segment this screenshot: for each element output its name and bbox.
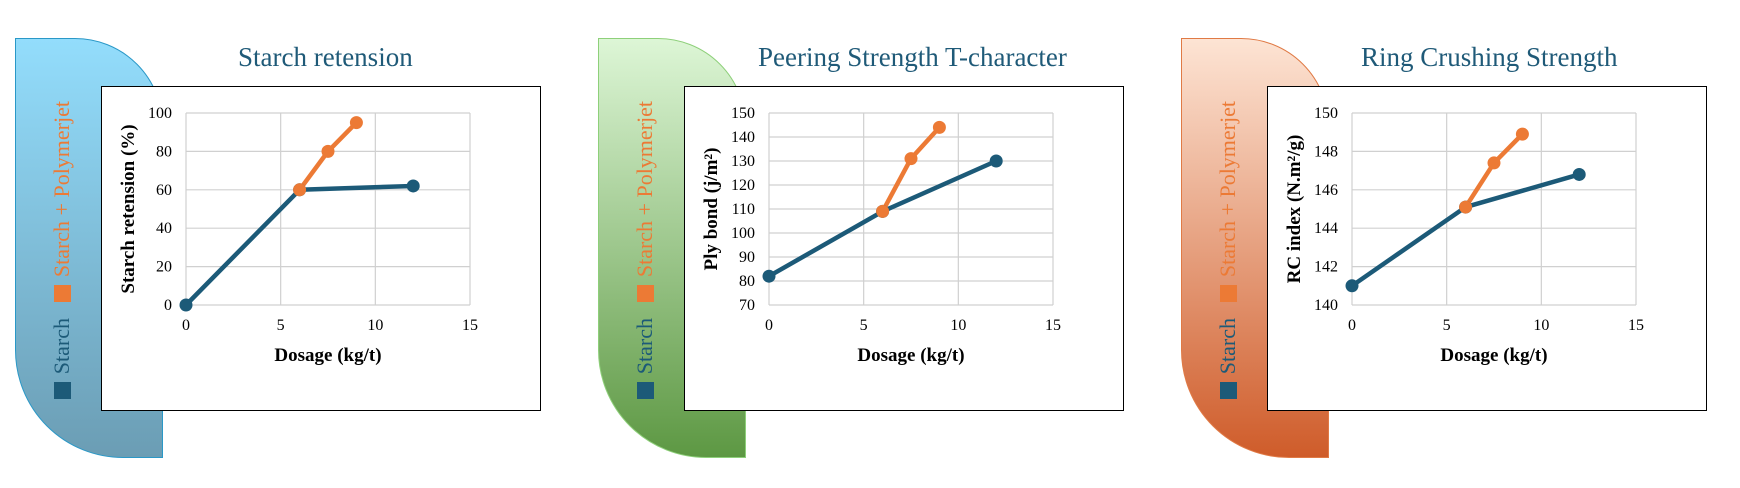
x-tick-label: 0 xyxy=(182,317,190,334)
legend-item-polymerjet: Starch + Polymerjet xyxy=(632,101,658,302)
legend-item-polymerjet: Starch + Polymerjet xyxy=(49,101,75,302)
data-point-polymerjet xyxy=(932,120,946,134)
y-tick-label: 150 xyxy=(731,105,755,122)
x-tick-label: 10 xyxy=(950,317,966,334)
y-tick-label: 120 xyxy=(731,177,755,194)
chart-panel-3: Starch Starch + Polymerjet Ring Crushing… xyxy=(1166,0,1740,488)
y-tick-label: 140 xyxy=(1314,297,1338,314)
x-tick-label: 10 xyxy=(367,317,383,334)
data-point-starch xyxy=(1345,279,1359,293)
x-tick-label: 10 xyxy=(1533,317,1549,334)
legend-label-starch: Starch xyxy=(1215,317,1240,374)
legend: Starch Starch + Polymerjet xyxy=(627,75,663,415)
plot-area: 0 20 40 60 80 100 0 5 10 15 Dosage (kg/t) Starch re… xyxy=(101,86,541,411)
y-tick-label: 146 xyxy=(1314,182,1338,199)
y-tick-label: 90 xyxy=(739,249,755,266)
legend-label-polymerjet: Starch + Polymerjet xyxy=(49,100,74,277)
x-tick-label: 15 xyxy=(1628,317,1644,334)
y-axis-title: Starch retension (%) xyxy=(118,124,139,293)
series-line-starch xyxy=(1349,172,1582,289)
legend-swatch-starch xyxy=(1219,382,1237,399)
y-tick-label: 0 xyxy=(164,297,172,314)
legend-swatch-polymerjet xyxy=(53,284,71,302)
y-tick-label: 80 xyxy=(739,273,755,290)
chart-title: Ring Crushing Strength xyxy=(1361,42,1618,72)
y-tick-label: 40 xyxy=(156,220,172,237)
legend-label-starch: Starch xyxy=(632,317,657,374)
y-tick-label: 148 xyxy=(1314,143,1338,160)
data-point-polymerjet xyxy=(349,116,363,130)
data-point-starch xyxy=(762,269,776,283)
chart-panel-2: Starch Starch + Polymerjet Peering Stren… xyxy=(583,0,1163,488)
y-axis-title: Ply bond (j/m²) xyxy=(701,148,722,271)
y-axis-title: RC index (N.m²/g) xyxy=(1284,135,1305,284)
y-tick-label: 130 xyxy=(731,153,755,170)
series-line-starch xyxy=(766,158,999,279)
data-point-starch xyxy=(1572,167,1586,181)
x-tick-label: 5 xyxy=(860,317,868,334)
legend-label-starch: Starch xyxy=(49,317,74,374)
legend-swatch-polymerjet xyxy=(636,284,654,302)
chart-title: Starch retension xyxy=(238,42,413,72)
y-tick-label: 70 xyxy=(739,297,755,314)
data-point-polymerjet xyxy=(904,152,918,166)
data-point-polymerjet xyxy=(1487,156,1501,170)
data-point-polymerjet xyxy=(321,144,335,158)
y-tick-label: 20 xyxy=(156,259,172,276)
chart-svg: 70 80 90 100 110 120 130 140 150 0 5 10 15 Dosage (kg… xyxy=(701,105,1061,366)
legend-swatch-polymerjet xyxy=(1219,284,1237,302)
y-tick-label: 142 xyxy=(1314,259,1338,276)
y-tick-label: 110 xyxy=(732,201,755,218)
x-tick-label: 5 xyxy=(277,317,285,334)
x-tick-label: 15 xyxy=(1045,317,1061,334)
chart-svg: 140 142 144 146 148 150 0 5 10 15 Dosage (kg/t) RC … xyxy=(1284,105,1644,366)
legend-item-starch: Starch xyxy=(49,318,75,399)
legend-item-starch: Starch xyxy=(632,318,658,399)
x-tick-label: 0 xyxy=(1348,317,1356,334)
data-point-starch xyxy=(406,179,420,193)
x-tick-label: 15 xyxy=(462,317,478,334)
legend-swatch-starch xyxy=(53,382,71,399)
y-tick-label: 100 xyxy=(148,105,172,122)
chart-title: Peering Strength T-character xyxy=(758,42,1067,72)
y-tick-label: 80 xyxy=(156,143,172,160)
legend: Starch Starch + Polymerjet xyxy=(1210,75,1246,415)
plot-area: 70 80 90 100 110 120 130 140 150 0 5 10 15 Dosage (kg… xyxy=(684,86,1124,411)
y-tick-label: 100 xyxy=(731,225,755,242)
legend-item-polymerjet: Starch + Polymerjet xyxy=(1215,101,1241,302)
legend-swatch-starch xyxy=(636,382,654,399)
data-point-polymerjet xyxy=(1515,127,1529,141)
data-point-starch xyxy=(179,298,193,312)
x-tick-label: 0 xyxy=(765,317,773,334)
chart-svg: 0 20 40 60 80 100 0 5 10 15 Dosage (kg/t) Starch re… xyxy=(118,105,478,366)
series-line-starch xyxy=(183,183,416,308)
x-axis-title: Dosage (kg/t) xyxy=(857,345,964,366)
legend-item-starch: Starch xyxy=(1215,318,1241,399)
data-point-starch xyxy=(989,154,1003,168)
data-point-polymerjet xyxy=(876,204,890,218)
data-point-polymerjet xyxy=(293,183,307,197)
legend-label-polymerjet: Starch + Polymerjet xyxy=(632,100,657,277)
x-axis-title: Dosage (kg/t) xyxy=(274,345,381,366)
x-tick-label: 5 xyxy=(1443,317,1451,334)
plot-area: 140 142 144 146 148 150 0 5 10 15 Dosage (kg/t) RC … xyxy=(1267,86,1707,411)
y-tick-label: 60 xyxy=(156,182,172,199)
x-axis-title: Dosage (kg/t) xyxy=(1440,345,1547,366)
data-point-polymerjet xyxy=(1459,200,1473,214)
series-line-polymerjet xyxy=(1463,131,1525,210)
legend-label-polymerjet: Starch + Polymerjet xyxy=(1215,100,1240,277)
y-tick-label: 140 xyxy=(731,129,755,146)
chart-panel-1: Starch Starch + Polymerjet Starch retens… xyxy=(0,0,580,488)
legend: Starch Starch + Polymerjet xyxy=(44,75,80,415)
y-tick-label: 144 xyxy=(1314,220,1338,237)
y-tick-label: 150 xyxy=(1314,105,1338,122)
